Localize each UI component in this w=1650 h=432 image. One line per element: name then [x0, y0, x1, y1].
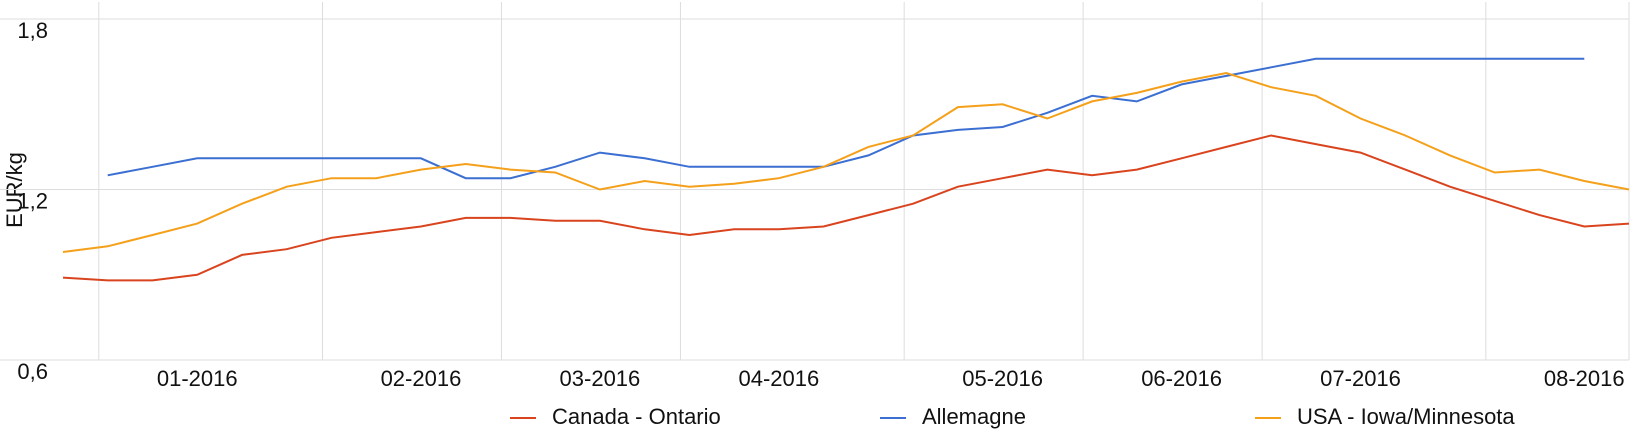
y-tick-label: 1,2: [17, 188, 48, 213]
x-tick-label: 03-2016: [560, 366, 641, 391]
legend-label: Canada - Ontario: [552, 404, 721, 429]
x-tick-label: 01-2016: [157, 366, 238, 391]
y-tick-label: 0,6: [17, 359, 48, 384]
x-tick-label: 08-2016: [1544, 366, 1625, 391]
y-tick-label: 1,8: [17, 18, 48, 43]
x-tick-label: 06-2016: [1141, 366, 1222, 391]
legend-label: USA - Iowa/Minnesota: [1297, 404, 1515, 429]
x-tick-label: 04-2016: [739, 366, 820, 391]
legend-label: Allemagne: [922, 404, 1026, 429]
line-series: [107, 57, 1585, 180]
x-tick-label: 05-2016: [962, 366, 1043, 391]
x-tick-label: 02-2016: [381, 366, 462, 391]
line-series: [62, 134, 1630, 282]
x-tick-label: 07-2016: [1320, 366, 1401, 391]
line-series: [62, 71, 1630, 253]
